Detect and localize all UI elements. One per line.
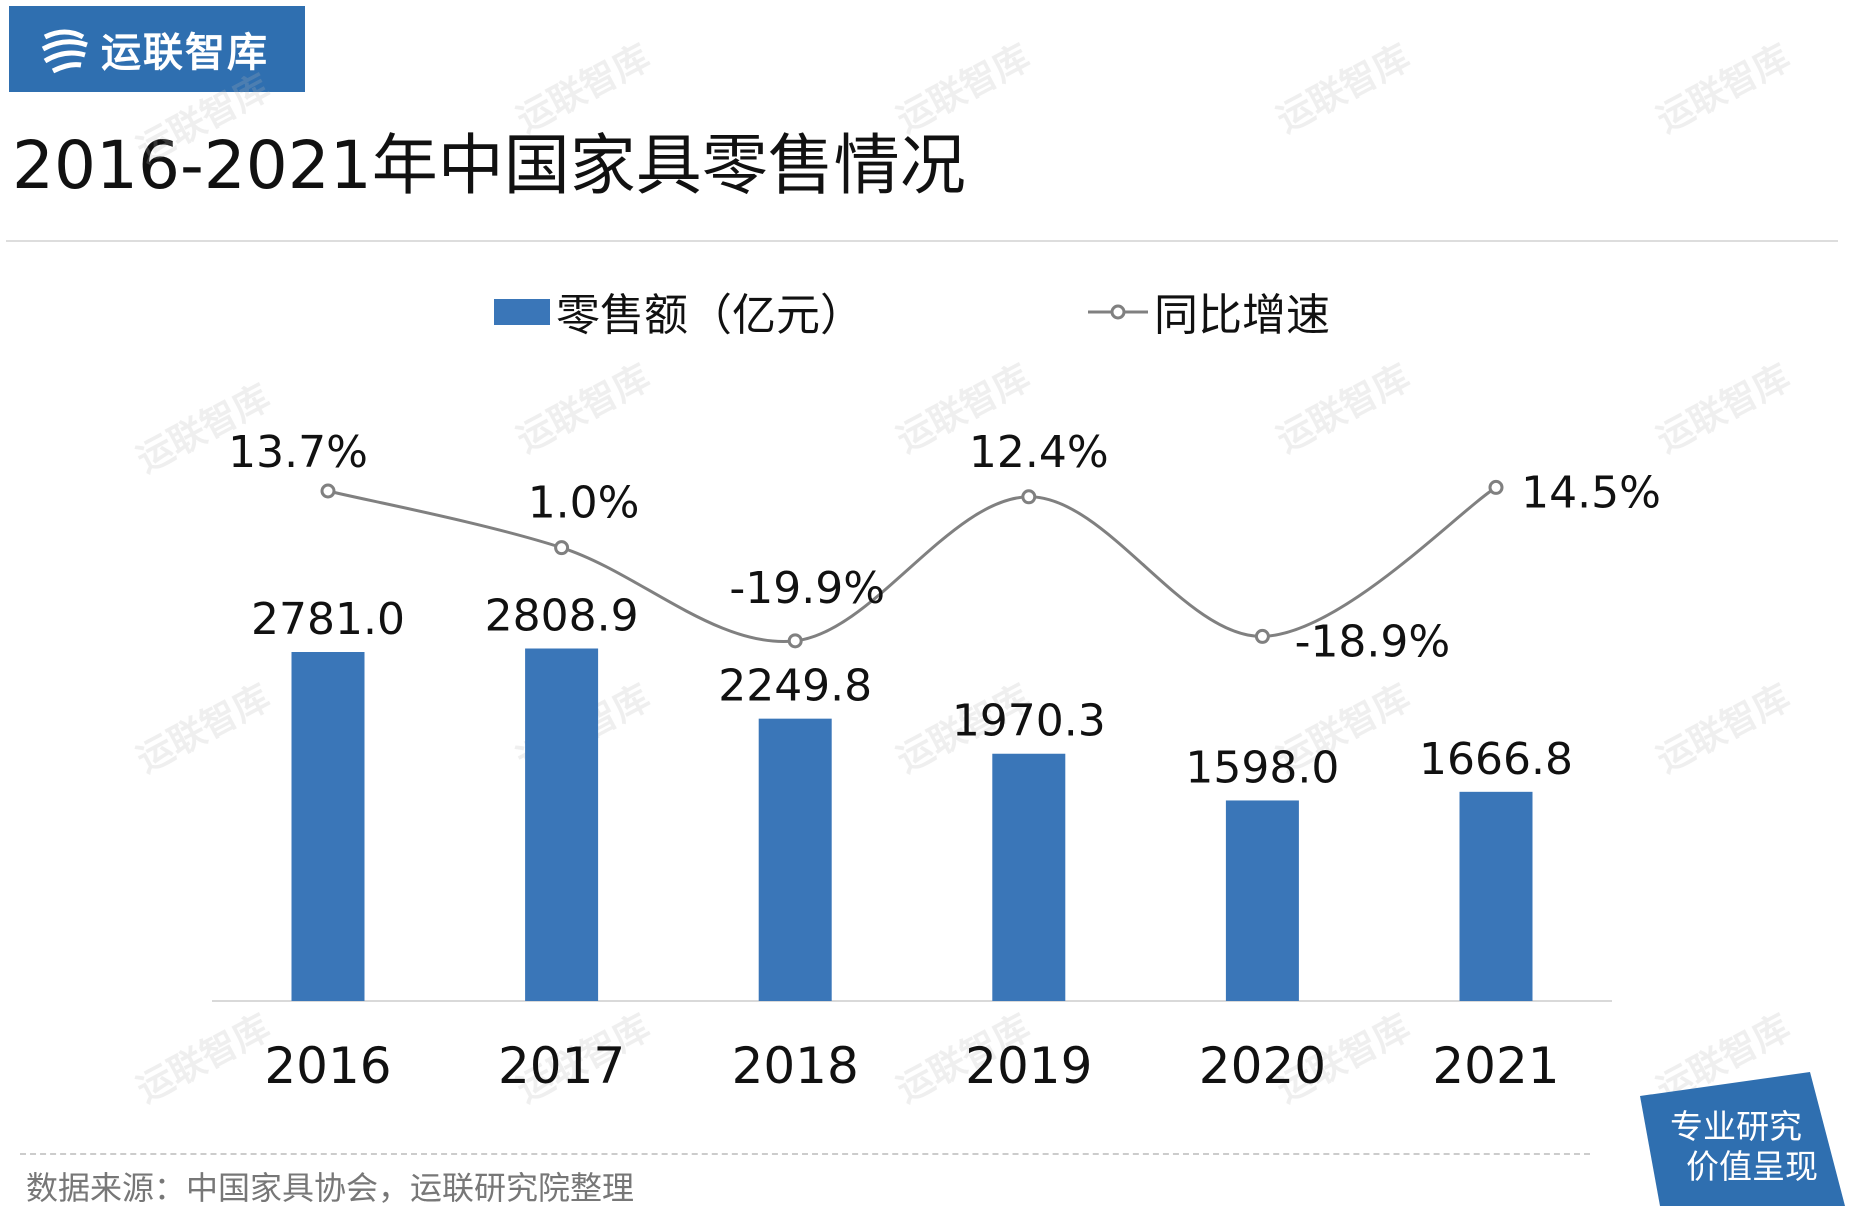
x-tick-2017: 2017 [498,1037,625,1095]
divider [6,240,1838,242]
brand-name: 运联智库 [101,30,269,76]
bar-2019 [992,753,1066,1001]
line-point-2020 [1254,628,1270,644]
x-tick-2021: 2021 [1432,1037,1559,1095]
legend-bar-label: 零售额（亿元） [556,290,864,341]
badge-line2: 价值呈现 [1686,1147,1818,1186]
bar-2018 [758,718,832,1001]
line-label-2020: -18.9% [1295,616,1451,667]
globe-logo-icon [41,29,88,74]
line-label-2017: 1.0% [528,478,640,529]
bar-label-2017: 2808.9 [485,590,639,641]
line-point-2021 [1488,479,1504,495]
bar-2016 [291,652,365,1001]
source-note: 数据来源：中国家具协会，运联研究院整理 [26,1169,635,1207]
badge-line1: 专业研究 [1670,1107,1802,1146]
line-label-2018: -19.9% [729,563,885,614]
x-tick-2020: 2020 [1199,1037,1326,1095]
line-label-2019: 12.4% [969,427,1109,478]
brand-logo: 运联智库 [9,6,305,92]
legend-line-marker [1110,304,1126,320]
line-label-2021: 14.5% [1521,467,1661,518]
x-tick-2018: 2018 [732,1037,859,1095]
bar-label-2021: 1666.8 [1419,734,1573,785]
legend-bar-swatch [494,299,550,325]
legend-line-label: 同比增速 [1154,290,1330,341]
page-title: 2016-2021年中国家具零售情况 [12,127,966,204]
x-tick-2019: 2019 [965,1037,1092,1095]
growth-line [327,486,1497,643]
bar-2021 [1459,791,1533,1001]
bar-2017 [525,648,599,1001]
line-point-2017 [554,540,570,556]
bar-label-2018: 2249.8 [718,661,872,712]
slogan-badge: 专业研究 价值呈现 [1640,1072,1845,1206]
line-point-2016 [320,483,336,499]
line-label-2016: 13.7% [228,427,368,478]
bar-label-2019: 1970.3 [952,696,1106,747]
line-point-2019 [1021,489,1037,505]
bar-label-2016: 2781.0 [251,594,405,645]
bar-2020 [1225,800,1299,1001]
bar-label-2020: 1598.0 [1185,742,1339,793]
footer-divider [20,1153,1590,1155]
x-tick-2016: 2016 [264,1037,391,1095]
line-point-2018 [787,633,803,649]
